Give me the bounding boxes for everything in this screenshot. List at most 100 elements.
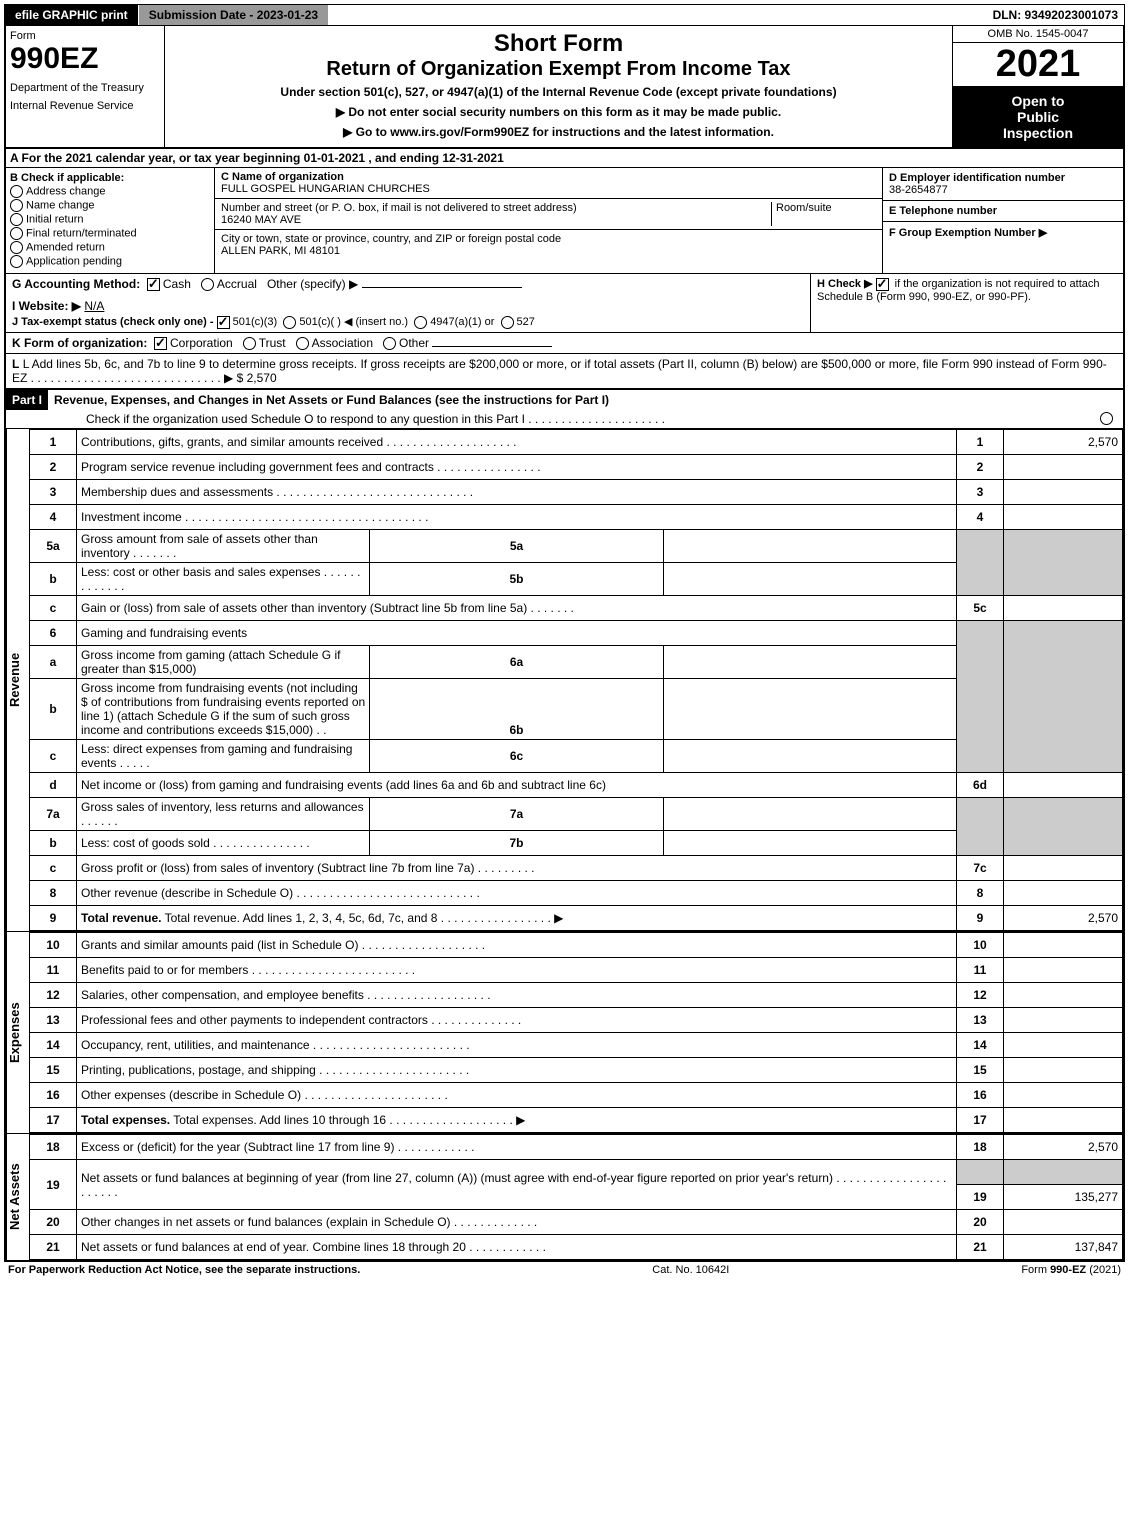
chk-cash[interactable]	[147, 278, 160, 291]
dept-treasury: Department of the Treasury	[10, 82, 160, 94]
part-i-header: Part I Revenue, Expenses, and Changes in…	[6, 389, 1123, 410]
line-11: 11 Benefits paid to or for members . . .…	[30, 958, 1123, 983]
line-4: 4 Investment income . . . . . . . . . . …	[30, 505, 1123, 530]
row-f: F Group Exemption Number ▶	[883, 222, 1123, 243]
chk-schedule-o[interactable]	[1100, 412, 1113, 425]
header-mid: Short Form Return of Organization Exempt…	[165, 26, 952, 147]
f-label: F Group Exemption Number ▶	[889, 227, 1047, 239]
chk-application-pending[interactable]: Application pending	[10, 255, 210, 268]
expenses-side-label: Expenses	[6, 932, 29, 1133]
chk-527[interactable]	[501, 316, 514, 329]
goto-link[interactable]: ▶ Go to www.irs.gov/Form990EZ for instru…	[169, 125, 948, 139]
netassets-side-label: Net Assets	[6, 1134, 29, 1260]
chk-501c[interactable]	[283, 316, 296, 329]
l-amount: 2,570	[247, 371, 277, 385]
city-label: City or town, state or province, country…	[221, 233, 561, 245]
c-label: C Name of organization	[221, 171, 344, 183]
i-label: I Website: ▶	[12, 299, 81, 313]
line-6d: d Net income or (loss) from gaming and f…	[30, 773, 1123, 798]
chk-h[interactable]	[876, 278, 889, 291]
footer-left: For Paperwork Reduction Act Notice, see …	[8, 1264, 360, 1276]
chk-address-change[interactable]: Address change	[10, 185, 210, 198]
part-i-desc: Revenue, Expenses, and Changes in Net As…	[48, 391, 1123, 409]
form-header: Form 990EZ Department of the Treasury In…	[6, 26, 1123, 149]
line-19: 19 Net assets or fund balances at beginn…	[30, 1160, 1123, 1185]
dln-text: DLN: 93492023001073	[987, 5, 1124, 25]
h-label: H Check ▶	[817, 278, 873, 290]
line-9: 9 Total revenue. Total revenue. Add line…	[30, 906, 1123, 931]
chk-4947[interactable]	[414, 316, 427, 329]
under-section: Under section 501(c), 527, or 4947(a)(1)…	[169, 85, 948, 99]
header-left: Form 990EZ Department of the Treasury In…	[6, 26, 165, 147]
return-title: Return of Organization Exempt From Incom…	[169, 58, 948, 81]
chk-501c3[interactable]	[217, 316, 230, 329]
gh-left: G Accounting Method: Cash Accrual Other …	[6, 274, 810, 332]
dept-irs: Internal Revenue Service	[10, 100, 160, 112]
b-title: B Check if applicable:	[10, 172, 210, 184]
gh-right: H Check ▶ if the organization is not req…	[810, 274, 1123, 332]
chk-association[interactable]	[296, 337, 309, 350]
b-mid: C Name of organization FULL GOSPEL HUNGA…	[215, 168, 882, 273]
e-label: E Telephone number	[889, 205, 997, 217]
part-i-check: Check if the organization used Schedule …	[6, 410, 1123, 429]
line-5a: 5a Gross amount from sale of assets othe…	[30, 530, 1123, 563]
j-label: J Tax-exempt status (check only one) -	[12, 316, 214, 328]
line-7a: 7a Gross sales of inventory, less return…	[30, 798, 1123, 831]
line-13: 13 Professional fees and other payments …	[30, 1008, 1123, 1033]
addr-label: Number and street (or P. O. box, if mail…	[221, 202, 577, 214]
d-label: D Employer identification number	[889, 172, 1065, 184]
room-label: Room/suite	[776, 202, 832, 214]
part-i-title: Part I	[6, 390, 48, 410]
chk-other[interactable]	[383, 337, 396, 350]
k-label: K Form of organization:	[12, 336, 147, 350]
expenses-table: 10 Grants and similar amounts paid (list…	[29, 932, 1123, 1133]
row-c: C Name of organization FULL GOSPEL HUNGA…	[215, 168, 882, 199]
chk-accrual[interactable]	[201, 278, 214, 291]
row-street: Number and street (or P. O. box, if mail…	[215, 199, 882, 230]
revenue-section: Revenue 1 Contributions, gifts, grants, …	[6, 429, 1123, 931]
line-14: 14 Occupancy, rent, utilities, and maint…	[30, 1033, 1123, 1058]
line-20: 20 Other changes in net assets or fund b…	[30, 1210, 1123, 1235]
open-line1: Open to	[957, 93, 1119, 109]
line-15: 15 Printing, publications, postage, and …	[30, 1058, 1123, 1083]
line-5c: c Gain or (loss) from sale of assets oth…	[30, 596, 1123, 621]
line-17: 17 Total expenses. Total expenses. Add l…	[30, 1108, 1123, 1133]
ssn-note: ▶ Do not enter social security numbers o…	[169, 105, 948, 119]
chk-name-change[interactable]: Name change	[10, 199, 210, 212]
ein-value: 38-2654877	[889, 184, 948, 196]
omb-number: OMB No. 1545-0047	[953, 26, 1123, 43]
row-d: D Employer identification number 38-2654…	[883, 168, 1123, 201]
g-label: G Accounting Method:	[12, 277, 140, 291]
chk-final-return[interactable]: Final return/terminated	[10, 227, 210, 240]
line-3: 3 Membership dues and assessments . . . …	[30, 480, 1123, 505]
chk-trust[interactable]	[243, 337, 256, 350]
line-6: 6 Gaming and fundraising events	[30, 621, 1123, 646]
expenses-section: Expenses 10 Grants and similar amounts p…	[6, 931, 1123, 1133]
line-21: 21 Net assets or fund balances at end of…	[30, 1235, 1123, 1260]
website-value: N/A	[84, 299, 104, 313]
addr-value: 16240 MAY AVE	[221, 214, 301, 226]
form-number: 990EZ	[10, 42, 160, 76]
efile-print-button[interactable]: efile GRAPHIC print	[5, 5, 139, 25]
org-name: FULL GOSPEL HUNGARIAN CHURCHES	[221, 183, 430, 195]
section-b: B Check if applicable: Address change Na…	[6, 168, 1123, 274]
footer-mid: Cat. No. 10642I	[652, 1264, 729, 1276]
b-checkboxes: B Check if applicable: Address change Na…	[6, 168, 215, 273]
line-12: 12 Salaries, other compensation, and emp…	[30, 983, 1123, 1008]
section-gh: G Accounting Method: Cash Accrual Other …	[6, 274, 1123, 333]
line-8: 8 Other revenue (describe in Schedule O)…	[30, 881, 1123, 906]
chk-initial-return[interactable]: Initial return	[10, 213, 210, 226]
city-value: ALLEN PARK, MI 48101	[221, 245, 340, 257]
open-to-public: Open to Public Inspection	[953, 87, 1123, 147]
open-line2: Public	[957, 109, 1119, 125]
chk-amended-return[interactable]: Amended return	[10, 241, 210, 254]
topbar-left: efile GRAPHIC print Submission Date - 20…	[5, 5, 328, 25]
line-7c: c Gross profit or (loss) from sales of i…	[30, 856, 1123, 881]
footer-right: Form 990-EZ (2021)	[1021, 1264, 1121, 1276]
form-label: Form	[10, 30, 160, 42]
chk-corporation[interactable]	[154, 337, 167, 350]
b-right: D Employer identification number 38-2654…	[882, 168, 1123, 273]
line-18: 18 Excess or (deficit) for the year (Sub…	[30, 1135, 1123, 1160]
netassets-table: 18 Excess or (deficit) for the year (Sub…	[29, 1134, 1123, 1260]
revenue-side-label: Revenue	[6, 429, 29, 931]
